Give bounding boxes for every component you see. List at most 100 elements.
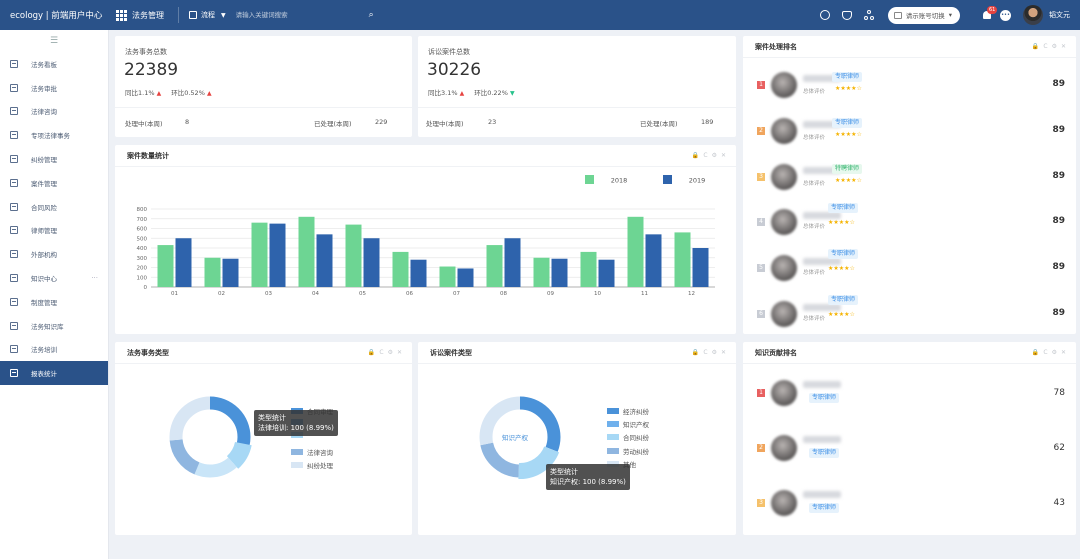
network-icon[interactable] (863, 10, 874, 20)
lock-icon[interactable]: 🔒 (691, 349, 700, 356)
user-name[interactable]: 韬文元 (1049, 11, 1070, 19)
refresh-icon[interactable]: C (379, 349, 384, 356)
settings-icon[interactable]: ⚙ (711, 349, 717, 356)
role-tag: 特聘律师 (832, 163, 863, 174)
refresh-icon[interactable]: C (1043, 349, 1048, 356)
sidebar-item[interactable]: 法律咨询 (0, 100, 108, 124)
legend-item[interactable]: 合同纠纷 (607, 432, 649, 442)
score-value: 89 (1052, 79, 1065, 89)
sidebar-item[interactable]: 报表统计 (0, 361, 108, 386)
chevron-down-icon[interactable]: ▼ (221, 11, 226, 19)
sidebar-collapse-icon[interactable]: ☰ (49, 36, 59, 46)
eval-label: 总体评价 (803, 89, 826, 95)
close-icon[interactable]: ✕ (720, 152, 726, 159)
bar-2018 (251, 222, 268, 287)
brand-title[interactable]: ecology | 前端用户中心 (10, 11, 103, 21)
bar-2018 (298, 216, 315, 287)
notification-bell-icon[interactable]: 61 (982, 5, 998, 21)
module-menu[interactable]: 法务管理 (116, 9, 164, 21)
stat-value: 30226 (427, 60, 482, 80)
knowledge-row[interactable]: 3 专职律师 43 (743, 486, 1078, 532)
search-scope-select[interactable]: 流程 (201, 11, 215, 19)
yoy-text: 同比3.1% ▲ (428, 89, 465, 97)
search-scope-icon (189, 11, 197, 19)
ranking-row[interactable]: 5 专职律师 总体评价 ★★★★☆ 89 (743, 245, 1078, 291)
refresh-icon[interactable]: C (703, 349, 708, 356)
ranking-row[interactable]: 3 特聘律师 总体评价 ★★★★☆ 89 (743, 154, 1078, 200)
legend-item[interactable]: 劳动纠纷 (607, 446, 649, 456)
chat-icon[interactable]: ••• (1000, 9, 1011, 21)
x-tick-label: 04 (312, 291, 319, 297)
bar-2019 (175, 238, 192, 287)
sidebar-item[interactable]: 案件管理 (0, 171, 108, 195)
bar-2019 (551, 258, 568, 287)
search-input[interactable] (235, 7, 361, 23)
lock-icon[interactable]: 🔒 (1031, 43, 1040, 50)
rank-number: 1 (757, 81, 765, 89)
rank-number: 6 (757, 310, 765, 318)
sidebar-item[interactable]: 知识中心 ··· (0, 266, 108, 290)
lock-icon[interactable]: 🔒 (1031, 349, 1040, 356)
settings-icon[interactable]: ⚙ (711, 152, 717, 159)
person-name (803, 258, 841, 266)
legend-item[interactable]: 经济纠纷 (607, 406, 649, 416)
bar-2019 (504, 238, 521, 287)
x-tick-label: 06 (406, 291, 413, 297)
settings-icon[interactable]: ⚙ (1051, 43, 1057, 50)
eval-label: 总体评价 (803, 316, 826, 322)
stat-panel-affairs: 法务事务总数 22389 同比1.1% ▲ 环比0.52% ▲ 处理中(本周) … (115, 36, 412, 137)
divider (178, 7, 179, 23)
ranking-row[interactable]: 1 专职律师 总体评价 ★★★★☆ 89 (743, 62, 1078, 108)
sidebar-item[interactable]: 律师管理 (0, 219, 108, 243)
legend-item[interactable]: 法律咨询 (291, 447, 333, 457)
settings-icon[interactable]: ⚙ (387, 349, 393, 356)
menu-item-icon (10, 83, 18, 92)
user-avatar[interactable] (1023, 5, 1043, 25)
menu-item-icon (10, 297, 18, 306)
menu-item-icon (10, 274, 18, 283)
shield-icon[interactable] (841, 10, 852, 20)
refresh-icon[interactable]: C (703, 152, 708, 159)
sidebar-item[interactable]: 法务审批 (0, 76, 108, 100)
ranking-row[interactable]: 6 专职律师 总体评价 ★★★★☆ 89 (743, 291, 1078, 337)
sidebar-item-label: 律师管理 (31, 227, 57, 236)
sidebar-item[interactable]: 纠纷管理 (0, 147, 108, 171)
y-tick-label: 200 (137, 266, 148, 272)
sidebar-item[interactable]: 法务培训 (0, 338, 108, 362)
x-tick-label: 10 (594, 291, 601, 297)
close-icon[interactable]: ✕ (1060, 43, 1066, 50)
score-value: 62 (1053, 443, 1065, 453)
more-icon[interactable]: ··· (91, 274, 98, 283)
close-icon[interactable]: ✕ (1060, 349, 1066, 356)
ranking-row[interactable]: 4 专职律师 总体评价 ★★★★☆ 89 (743, 199, 1078, 245)
sidebar-item[interactable]: 法务知识库 (0, 314, 108, 338)
sidebar-item[interactable]: 法务看板 (0, 52, 108, 76)
person-name (803, 212, 841, 220)
search-icon[interactable]: ⌕ (368, 10, 374, 20)
x-tick-label: 11 (641, 291, 648, 297)
close-icon[interactable]: ✕ (720, 349, 726, 356)
knowledge-row[interactable]: 1 专职律师 78 (743, 376, 1078, 422)
sidebar-item[interactable]: 合同风险 (0, 195, 108, 219)
close-icon[interactable]: ✕ (396, 349, 402, 356)
menu-item-icon (10, 178, 18, 187)
sidebar-item-label: 知识中心 (31, 275, 57, 284)
app-grid-icon[interactable] (116, 9, 127, 21)
clock-icon[interactable] (819, 10, 830, 20)
refresh-icon[interactable]: C (1043, 43, 1048, 50)
sidebar-item-label: 合同风险 (31, 203, 57, 212)
legend-item[interactable]: 知识产权 (607, 419, 649, 429)
affairs-type-panel: 法务事务类型 🔒C⚙✕ 合同审理 法律咨询 纠纷处理 类型统计 法律培训: 10… (115, 342, 412, 535)
panel-title: 案件处理排名 (743, 36, 1076, 58)
lock-icon[interactable]: 🔒 (691, 152, 700, 159)
affairs-donut-chart (167, 394, 253, 480)
legend-item[interactable]: 纠纷处理 (291, 460, 333, 470)
knowledge-row[interactable]: 2 专职律师 62 (743, 431, 1078, 477)
lock-icon[interactable]: 🔒 (367, 349, 376, 356)
sidebar-item[interactable]: 制度管理 (0, 290, 108, 314)
sidebar-item[interactable]: 外部机构 (0, 242, 108, 266)
account-switch-button[interactable]: 请示账号切换 ▾ (887, 6, 960, 24)
settings-icon[interactable]: ⚙ (1051, 349, 1057, 356)
sidebar-item[interactable]: 专项法律事务 (0, 123, 108, 147)
ranking-row[interactable]: 2 专职律师 总体评价 ★★★★☆ 89 (743, 108, 1078, 154)
